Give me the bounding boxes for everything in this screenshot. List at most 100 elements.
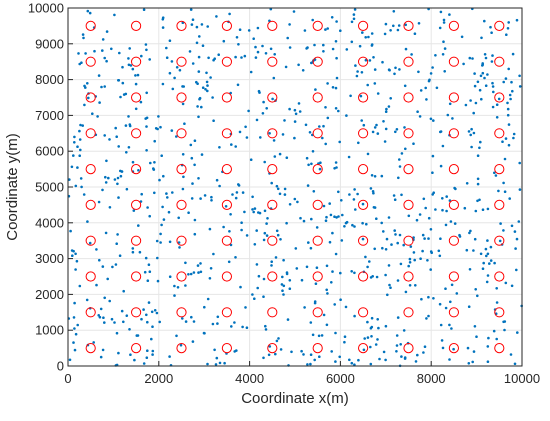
- blue-point: [294, 112, 298, 116]
- blue-point: [432, 297, 435, 300]
- blue-point: [504, 281, 508, 285]
- blue-point: [476, 80, 480, 84]
- red-circle: [267, 235, 278, 246]
- blue-point: [382, 120, 385, 123]
- x-tick-label: 0: [64, 371, 71, 386]
- blue-point: [484, 56, 488, 60]
- blue-point: [385, 107, 388, 111]
- blue-point: [355, 74, 359, 78]
- blue-point: [366, 336, 370, 339]
- blue-point: [98, 315, 102, 319]
- blue-point: [73, 135, 76, 139]
- blue-point: [254, 45, 257, 49]
- blue-point: [393, 72, 396, 76]
- blue-point: [387, 105, 391, 108]
- blue-point: [136, 73, 140, 77]
- blue-point: [518, 85, 522, 88]
- blue-point: [472, 350, 476, 353]
- red-circle: [403, 56, 414, 67]
- blue-point: [178, 68, 182, 72]
- blue-point: [108, 138, 111, 141]
- grid-circles-series: [85, 20, 505, 354]
- blue-point: [451, 117, 454, 120]
- blue-point: [517, 220, 521, 223]
- blue-point: [233, 321, 236, 324]
- blue-point: [388, 283, 391, 287]
- blue-point: [190, 156, 194, 160]
- blue-point: [468, 268, 472, 271]
- blue-point: [236, 83, 240, 87]
- blue-point: [418, 213, 422, 216]
- blue-point: [470, 127, 473, 131]
- blue-point: [486, 345, 490, 348]
- y-tick-label: 1000: [35, 323, 64, 338]
- blue-point: [140, 192, 143, 196]
- blue-point: [208, 227, 212, 231]
- red-circle: [312, 343, 323, 354]
- red-circle: [403, 199, 414, 210]
- blue-point: [475, 335, 478, 339]
- blue-point: [168, 355, 171, 358]
- red-circle: [312, 199, 323, 210]
- blue-point: [503, 328, 506, 332]
- blue-point: [275, 184, 279, 188]
- blue-point: [273, 53, 277, 56]
- blue-point: [131, 247, 135, 250]
- blue-point: [117, 145, 120, 148]
- blue-point: [382, 350, 386, 354]
- blue-point: [209, 76, 212, 79]
- y-tick-labels: 0 1000 2000 3000 4000 5000 6000 7000 8000 9000 100…: [28, 1, 64, 374]
- blue-point: [158, 178, 161, 182]
- blue-point: [275, 229, 279, 233]
- blue-point: [241, 325, 244, 329]
- blue-point: [309, 321, 313, 324]
- blue-point: [86, 82, 89, 85]
- blue-point: [429, 117, 433, 121]
- blue-point: [465, 248, 469, 252]
- blue-point: [384, 358, 387, 362]
- blue-point: [518, 74, 521, 78]
- blue-point: [476, 182, 480, 186]
- blue-point: [432, 191, 436, 194]
- red-circle: [312, 307, 323, 318]
- blue-point: [93, 49, 96, 53]
- blue-point: [74, 332, 78, 336]
- blue-point: [325, 264, 329, 268]
- blue-point: [247, 109, 250, 113]
- red-circle: [358, 343, 369, 354]
- blue-point: [366, 265, 369, 269]
- blue-point: [490, 31, 493, 34]
- red-circle: [358, 271, 369, 282]
- blue-point: [445, 195, 449, 198]
- blue-point: [124, 92, 128, 96]
- blue-point: [76, 323, 79, 327]
- blue-point: [404, 290, 408, 294]
- blue-point: [115, 331, 119, 335]
- blue-point: [432, 119, 435, 122]
- blue-point: [278, 152, 282, 156]
- red-circle: [176, 271, 187, 282]
- blue-point: [511, 89, 514, 93]
- blue-point: [142, 8, 146, 11]
- blue-point: [497, 189, 500, 193]
- blue-point: [350, 20, 354, 24]
- blue-point: [81, 33, 85, 36]
- red-circle: [403, 164, 414, 175]
- blue-point: [294, 247, 298, 250]
- blue-point: [361, 31, 364, 34]
- blue-point: [492, 329, 496, 333]
- blue-point: [110, 47, 113, 51]
- blue-point: [76, 166, 79, 169]
- y-tick-label: 8000: [35, 72, 64, 87]
- blue-point: [442, 40, 445, 43]
- blue-point: [328, 202, 332, 205]
- blue-point: [353, 8, 357, 11]
- red-circle: [85, 343, 96, 354]
- blue-point: [262, 100, 265, 104]
- red-circle: [221, 128, 232, 139]
- blue-point: [302, 353, 305, 356]
- blue-point: [483, 76, 486, 80]
- blue-point: [197, 115, 200, 119]
- blue-point: [269, 47, 273, 51]
